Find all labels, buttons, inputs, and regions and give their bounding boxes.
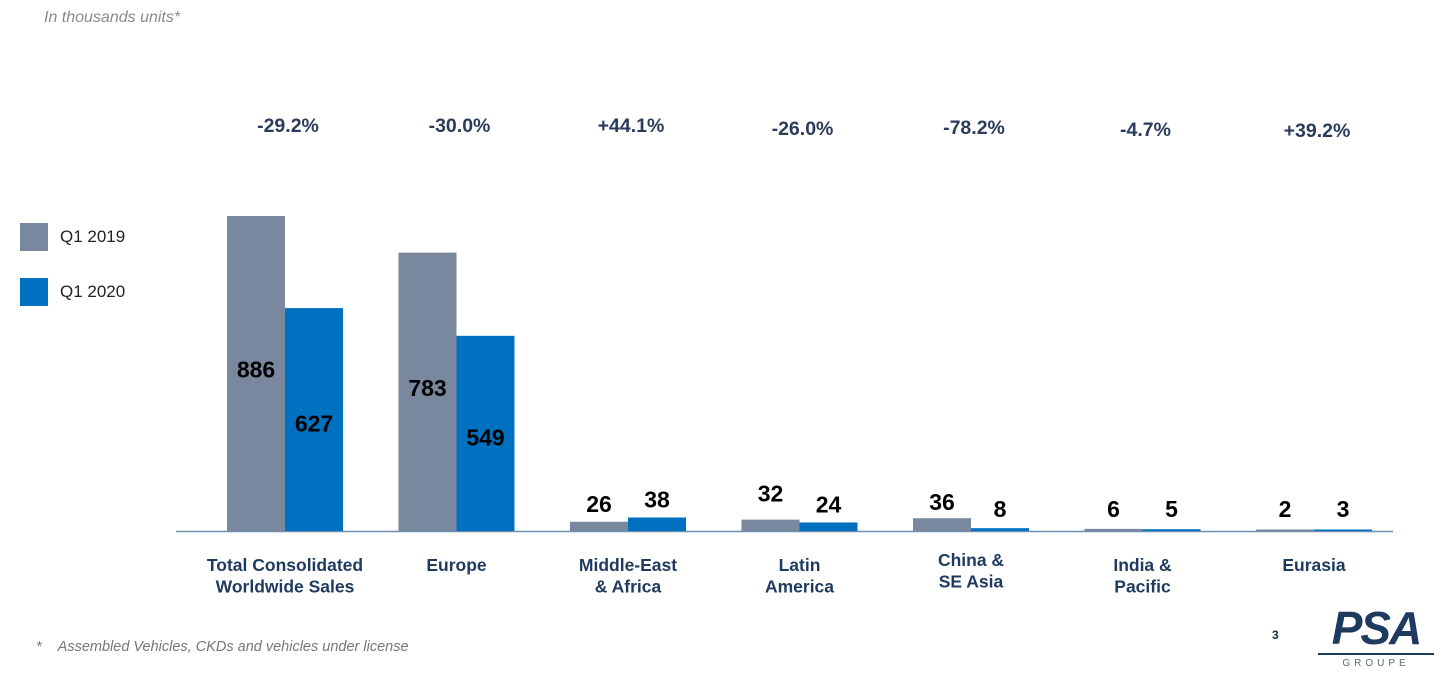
chart-subtitle: In thousands units* — [44, 9, 181, 26]
data-label: 6 — [1107, 496, 1120, 522]
change-label: -30.0% — [429, 115, 491, 137]
footnote-marker: * — [36, 639, 42, 655]
change-label: -4.7% — [1120, 119, 1171, 141]
psa-logo-letters: PSA — [1332, 602, 1421, 654]
category-label: America — [765, 577, 834, 597]
chart-legend: Q1 2019 Q1 2020 — [20, 222, 125, 332]
category-label: SE Asia — [939, 572, 1004, 592]
category-label: Latin — [779, 555, 821, 575]
legend-item-q1-2020: Q1 2020 — [20, 277, 125, 307]
bar — [913, 518, 971, 531]
bar — [1314, 529, 1372, 531]
data-label: 783 — [408, 375, 446, 401]
change-label: -29.2% — [257, 115, 319, 137]
data-label: 38 — [644, 486, 670, 512]
bar — [628, 517, 686, 531]
category-label: Eurasia — [1282, 555, 1345, 575]
legend-swatch-q1-2019 — [20, 223, 48, 251]
bar — [285, 308, 343, 531]
bar — [971, 528, 1029, 531]
category-label: Middle-East — [579, 555, 677, 575]
bar — [741, 519, 800, 531]
data-label: 32 — [758, 481, 784, 507]
data-label: 5 — [1165, 496, 1178, 522]
bar — [1084, 528, 1143, 531]
bar — [227, 216, 285, 531]
bar — [799, 522, 858, 531]
data-label: 36 — [929, 489, 955, 515]
legend-label-q1-2019: Q1 2019 — [60, 227, 126, 246]
legend-swatch-q1-2020 — [20, 278, 48, 306]
category-label: & Africa — [595, 577, 662, 597]
data-label: 26 — [586, 491, 612, 517]
category-label: Pacific — [1114, 577, 1171, 597]
footnote: * Assembled Vehicles, CKDs and vehicles u… — [36, 639, 409, 655]
legend-label-q1-2020: Q1 2020 — [60, 282, 126, 301]
psa-logo: PSA GROUPE — [1318, 602, 1434, 674]
psa-logo-subtext: GROUPE — [1342, 658, 1410, 669]
bar — [456, 335, 515, 531]
data-label: 549 — [466, 424, 504, 450]
page-number: 3 — [1272, 628, 1279, 642]
psa-logo-mark: PSA — [1318, 602, 1434, 655]
change-label: +44.1% — [598, 115, 665, 137]
bar — [570, 521, 628, 531]
data-label: 886 — [237, 357, 275, 383]
data-label: 627 — [295, 411, 333, 437]
bar — [398, 252, 457, 532]
category-label: Total Consolidated — [207, 555, 363, 575]
category-label: Worldwide Sales — [216, 577, 355, 597]
data-label: 8 — [994, 496, 1007, 522]
bar — [1256, 529, 1314, 531]
change-label: -78.2% — [943, 117, 1005, 139]
footnote-text: Assembled Vehicles, CKDs and vehicles un… — [57, 639, 409, 655]
category-label: China & — [938, 550, 1004, 570]
data-label: 2 — [1279, 496, 1292, 522]
category-label: Europe — [426, 555, 487, 575]
change-label: -26.0% — [772, 118, 834, 140]
legend-item-q1-2019: Q1 2019 — [20, 222, 125, 252]
data-label: 3 — [1337, 496, 1350, 522]
category-label: India & — [1113, 555, 1172, 575]
bar — [1142, 529, 1201, 531]
change-label: +39.2% — [1284, 120, 1351, 142]
data-label: 24 — [816, 491, 842, 517]
